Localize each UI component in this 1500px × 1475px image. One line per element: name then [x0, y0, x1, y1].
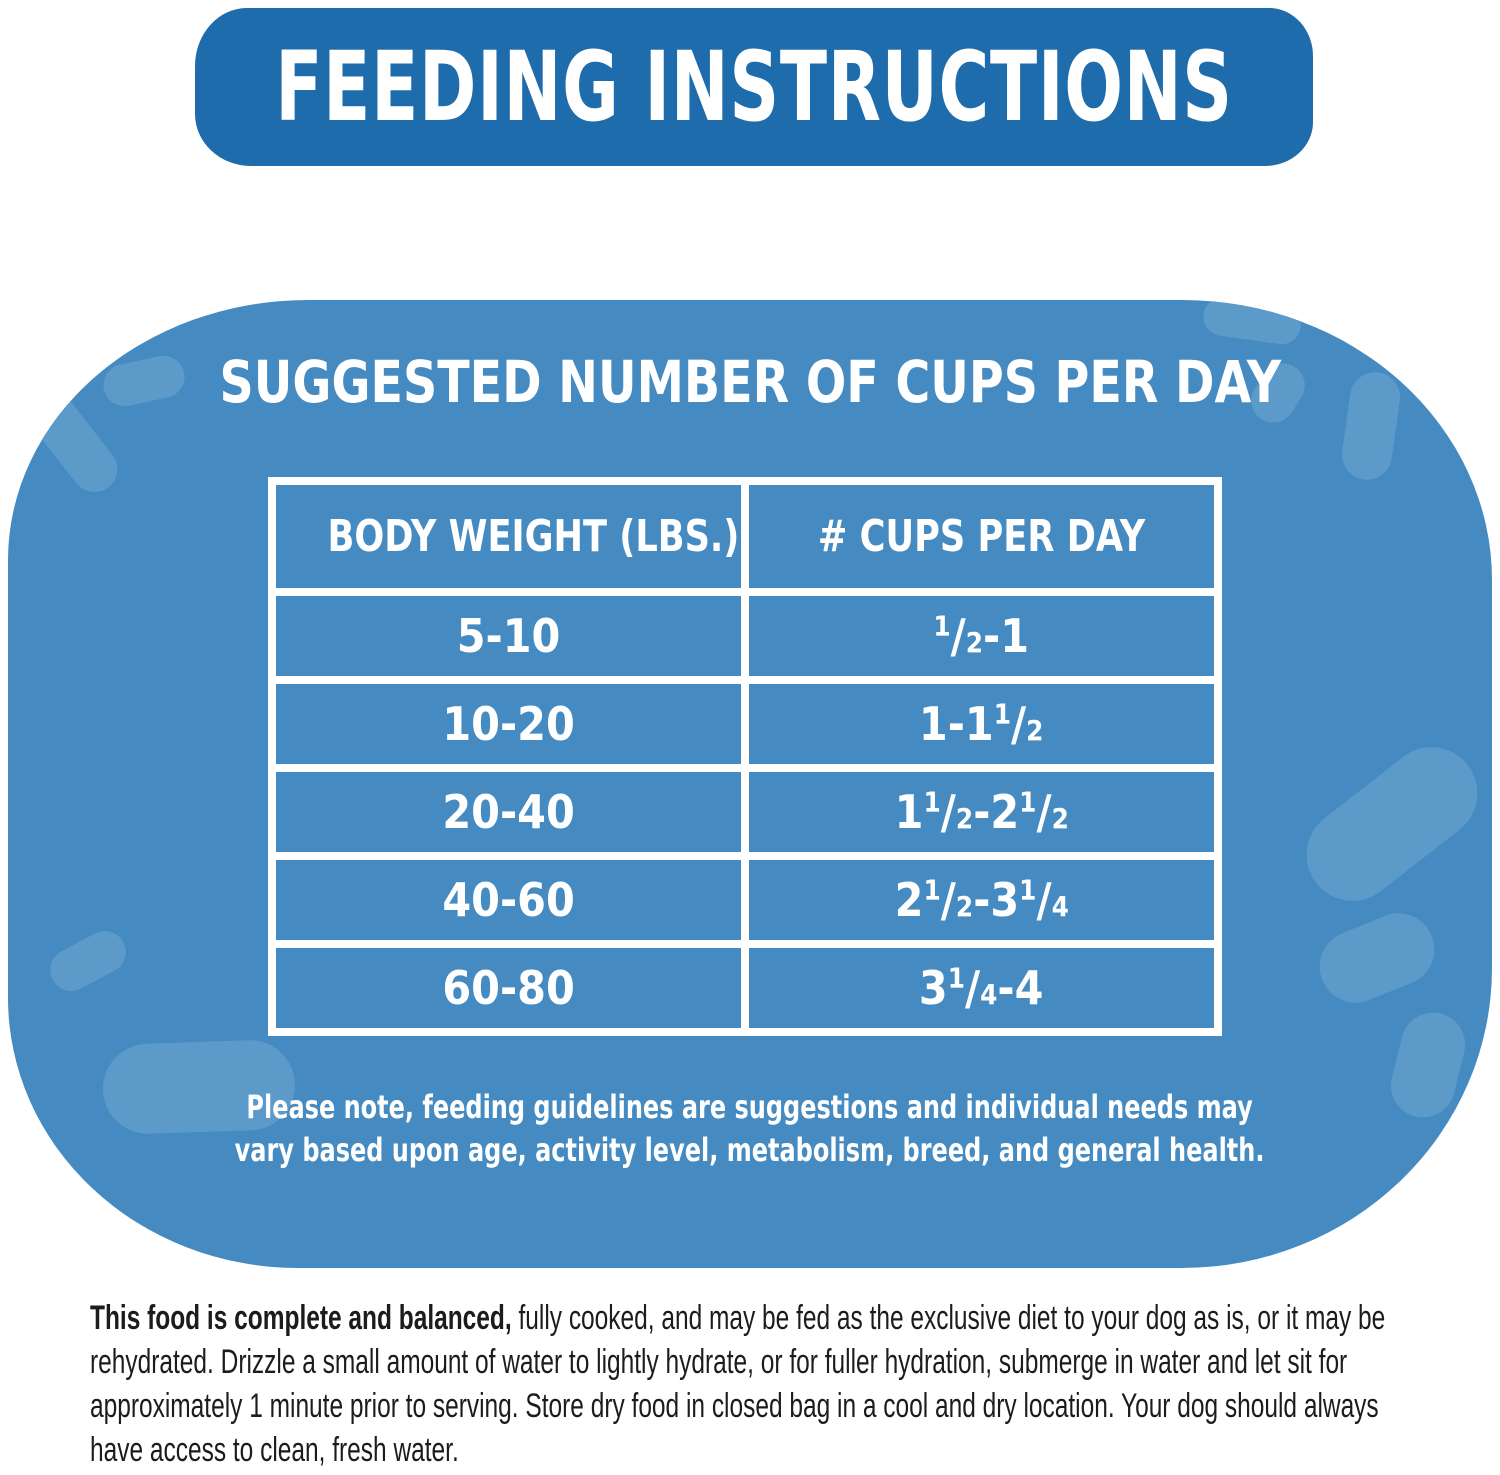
column-header-cups-per-day: # CUPS PER DAY [741, 477, 1222, 596]
header-banner: FEEDING INSTRUCTIONS [195, 8, 1313, 166]
table-row: 60-80 31/4-4 [268, 940, 1222, 1036]
body-weight-cell: 40-60 [268, 852, 749, 948]
cups-cell: 31/4-4 [741, 940, 1222, 1036]
cups-cell: 21/2-31/4 [741, 852, 1222, 948]
note-line-1: Please note, feeding guidelines are sugg… [246, 1088, 1254, 1126]
body-weight-cell: 10-20 [268, 676, 749, 772]
table-row: 10-20 1-11/2 [268, 676, 1222, 772]
chart-title: SUGGESTED NUMBER OF CUPS PER DAY [219, 348, 1281, 416]
cups-cell: 1/2-1 [741, 588, 1222, 684]
body-weight-cell: 20-40 [268, 764, 749, 860]
footer-bold-intro: This food is complete and balanced, [90, 1299, 512, 1337]
table-row: 20-40 11/2-21/2 [268, 764, 1222, 860]
chart-title-row: SUGGESTED NUMBER OF CUPS PER DAY [8, 348, 1492, 416]
feeding-chart-card: SUGGESTED NUMBER OF CUPS PER DAY BODY WE… [8, 300, 1492, 1268]
table-row: 40-60 21/2-31/4 [268, 852, 1222, 948]
feeding-guidelines-note: Please note, feeding guidelines are sugg… [8, 1086, 1492, 1172]
cups-cell: 11/2-21/2 [741, 764, 1222, 860]
kibble-shape [42, 923, 134, 999]
table-row: 5-10 1/2-1 [268, 588, 1222, 684]
kibble-shape [1200, 300, 1304, 347]
kibble-shape [1308, 902, 1446, 1014]
feeding-table: BODY WEIGHT (LBS.) # CUPS PER DAY 5-10 1… [268, 477, 1222, 1036]
page-title: FEEDING INSTRUCTIONS [275, 31, 1233, 143]
preparation-instructions: This food is complete and balanced, full… [90, 1296, 1415, 1472]
body-weight-cell: 5-10 [268, 588, 749, 684]
footer-body-text: fully cooked, and may be fed as the excl… [90, 1299, 1386, 1469]
kibble-shape [1288, 728, 1492, 920]
cups-cell: 1-11/2 [741, 676, 1222, 772]
table-header-row: BODY WEIGHT (LBS.) # CUPS PER DAY [268, 477, 1222, 596]
body-weight-cell: 60-80 [268, 940, 749, 1036]
note-line-2: vary based upon age, activity level, met… [235, 1131, 1265, 1169]
column-header-body-weight: BODY WEIGHT (LBS.) [268, 477, 749, 596]
